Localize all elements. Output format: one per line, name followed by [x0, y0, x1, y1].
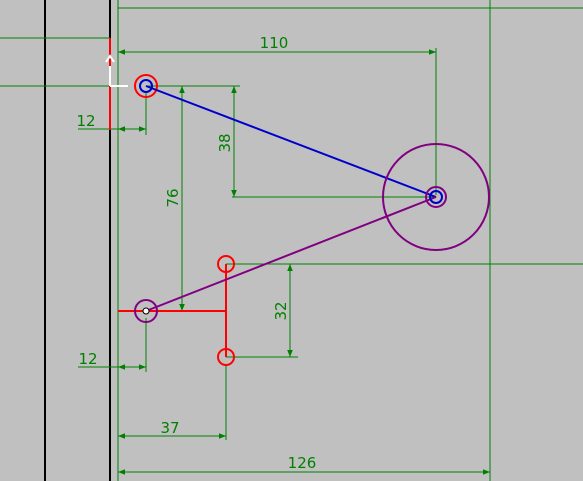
- crank-circle[interactable]: [382, 143, 490, 251]
- top-left-pivot-outer[interactable]: [134, 74, 158, 98]
- slider-bottom-pivot[interactable]: [217, 348, 235, 366]
- links: [134, 79, 490, 323]
- top-left-pivot-inner[interactable]: [139, 79, 153, 93]
- dimension-lines: [78, 49, 490, 475]
- dim-label-12-bottom[interactable]: 12: [78, 350, 97, 368]
- dimension-labels: 110 38 76 12 32 12 37 126: [76, 34, 316, 472]
- origin-axes-icon: [105, 54, 128, 87]
- bottom-left-pivot-center: [142, 307, 150, 315]
- dim-label-110[interactable]: 110: [260, 34, 289, 52]
- slider-top-pivot[interactable]: [217, 255, 235, 273]
- dim-label-126[interactable]: 126: [288, 454, 317, 472]
- crank-center-outer[interactable]: [425, 186, 447, 208]
- crank-center-inner[interactable]: [429, 190, 443, 204]
- link-purple[interactable]: [145, 196, 437, 312]
- frame-lines: [44, 0, 111, 481]
- dim-label-38[interactable]: 38: [216, 133, 234, 152]
- dim-label-76[interactable]: 76: [164, 188, 182, 207]
- link-blue[interactable]: [145, 85, 437, 198]
- dim-label-12-top[interactable]: 12: [76, 112, 95, 130]
- dim-label-32[interactable]: 32: [272, 301, 290, 320]
- dim-label-37[interactable]: 37: [160, 419, 179, 437]
- bottom-left-pivot[interactable]: [134, 299, 158, 323]
